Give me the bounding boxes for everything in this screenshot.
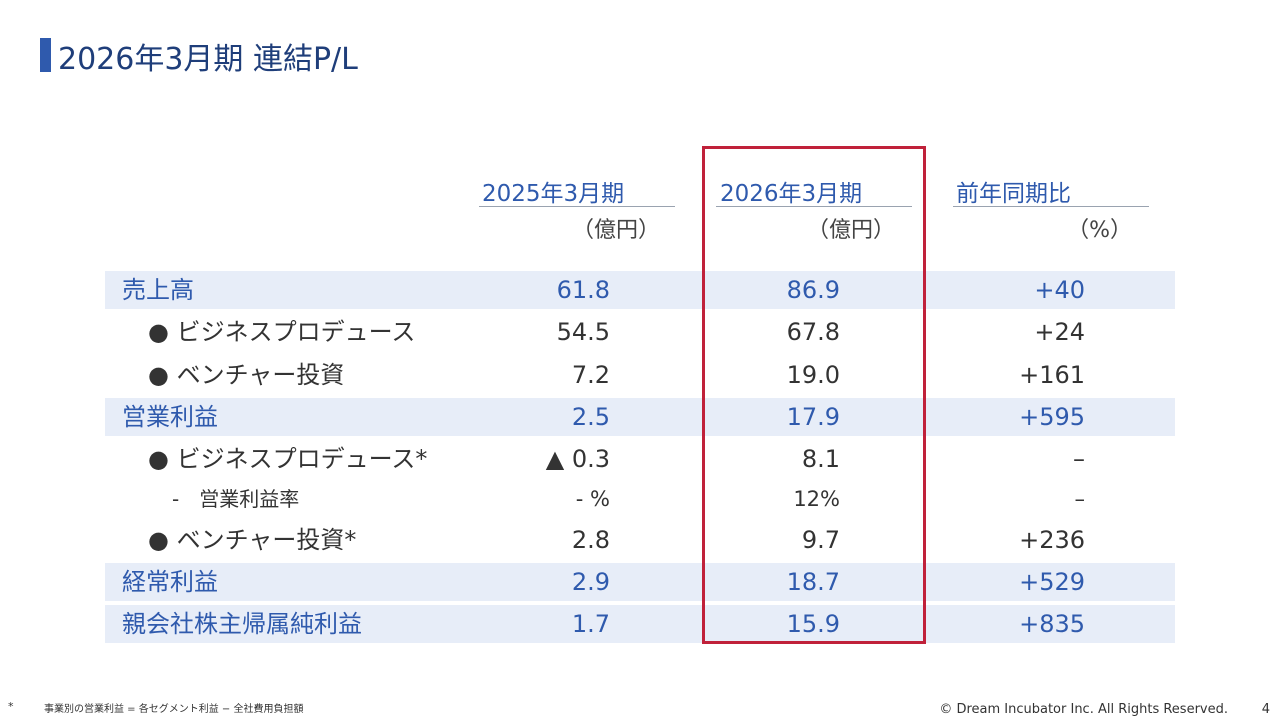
row-band-net-income bbox=[105, 605, 1175, 643]
cell-fy2025: ▲ 0.3 bbox=[545, 445, 610, 473]
row-band-ordinary-profit bbox=[105, 563, 1175, 601]
row-band-revenue bbox=[105, 271, 1175, 309]
column-header-fy2025: 2025年3月期 bbox=[482, 181, 625, 207]
footnote-marker: * bbox=[8, 700, 14, 713]
cell-yoy: +161 bbox=[1019, 361, 1085, 389]
row-label-business-produce-op: ● ビジネスプロデュース* bbox=[148, 445, 428, 473]
row-label-business-produce: ● ビジネスプロデュース bbox=[148, 318, 416, 346]
column-header-fy2026: 2026年3月期 bbox=[720, 181, 863, 207]
row-band-operating-profit bbox=[105, 398, 1175, 436]
row-label-venture-investment-op: ● ベンチャー投資* bbox=[148, 526, 357, 554]
cell-yoy: – bbox=[1073, 445, 1085, 473]
column-underline bbox=[716, 206, 912, 207]
title-accent-bar bbox=[40, 38, 51, 72]
cell-fy2025: 2.8 bbox=[571, 526, 610, 554]
cell-fy2026: 12% bbox=[793, 487, 840, 511]
cell-fy2026: 15.9 bbox=[786, 610, 840, 638]
column-unit-fy2025: （億円） bbox=[571, 218, 660, 243]
cell-fy2026: 18.7 bbox=[786, 568, 840, 596]
cell-fy2026: 9.7 bbox=[801, 526, 840, 554]
row-label-operating-profit: 営業利益 bbox=[122, 403, 218, 431]
column-underline bbox=[479, 206, 675, 207]
cell-fy2026: 67.8 bbox=[786, 318, 840, 346]
row-label-ordinary-profit: 経常利益 bbox=[122, 568, 218, 596]
cell-fy2025: 1.7 bbox=[571, 610, 610, 638]
cell-fy2025: 2.9 bbox=[571, 568, 610, 596]
cell-fy2026: 17.9 bbox=[786, 403, 840, 431]
cell-fy2025: 7.2 bbox=[571, 361, 610, 389]
cell-yoy: – bbox=[1074, 487, 1086, 511]
copyright: © Dream Incubator Inc. All Rights Reserv… bbox=[939, 702, 1228, 717]
cell-yoy: +835 bbox=[1019, 610, 1085, 638]
cell-fy2025: 54.5 bbox=[556, 318, 610, 346]
cell-yoy: +40 bbox=[1034, 276, 1085, 304]
column-header-yoy: 前年同期比 bbox=[956, 181, 1071, 207]
row-label-net-income: 親会社株主帰属純利益 bbox=[122, 610, 362, 638]
page-title: 2026年3月期 連結P/L bbox=[58, 42, 358, 77]
cell-fy2025: - % bbox=[575, 487, 610, 511]
cell-fy2025: 61.8 bbox=[556, 276, 610, 304]
row-label-operating-margin: - 営業利益率 bbox=[172, 487, 300, 511]
cell-yoy: +236 bbox=[1019, 526, 1085, 554]
page-number: 4 bbox=[1261, 702, 1270, 717]
cell-yoy: +24 bbox=[1034, 318, 1085, 346]
footnote: 事業別の営業利益 = 各セグメント利益 − 全社費用負担額 bbox=[44, 704, 304, 715]
fy2026-highlight-box bbox=[702, 146, 926, 644]
cell-fy2026: 19.0 bbox=[786, 361, 840, 389]
row-label-revenue: 売上高 bbox=[122, 276, 194, 304]
column-underline bbox=[953, 206, 1149, 207]
cell-yoy: +529 bbox=[1019, 568, 1085, 596]
column-unit-yoy: （%） bbox=[1067, 218, 1132, 243]
cell-fy2026: 86.9 bbox=[786, 276, 840, 304]
cell-fy2026: 8.1 bbox=[801, 445, 840, 473]
column-unit-fy2026: （億円） bbox=[806, 218, 895, 243]
cell-fy2025: 2.5 bbox=[571, 403, 610, 431]
cell-yoy: +595 bbox=[1019, 403, 1085, 431]
row-label-venture-investment: ● ベンチャー投資 bbox=[148, 361, 345, 389]
